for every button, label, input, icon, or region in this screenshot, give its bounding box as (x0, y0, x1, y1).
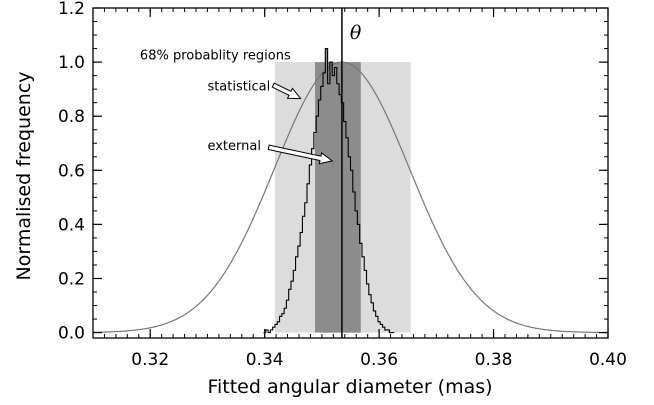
x-tick-label: 0.36 (360, 350, 398, 370)
annotation-label: 68% probablity regions (140, 48, 291, 63)
y-tick-label: 0.0 (58, 324, 85, 344)
annotation-arrow (267, 144, 334, 165)
histogram-fill (325, 48, 328, 63)
x-tick-label: 0.38 (475, 350, 513, 370)
y-tick-label: 1.2 (58, 0, 85, 19)
histogram-bin (325, 48, 328, 63)
y-axis-label: Normalised frequency (13, 71, 35, 280)
y-axis-ticks: 0.0 0.2 0.4 0.6 0.8 1.0 1.2 (58, 0, 608, 344)
histogram-outline (263, 48, 394, 334)
band-statistical (315, 62, 361, 333)
plot-frame (92, 7, 609, 339)
x-tick-label: 0.34 (246, 350, 284, 370)
probability-bands (274, 48, 411, 333)
annotation-arrows (267, 82, 334, 165)
x-tick-label: 0.40 (589, 350, 627, 370)
x-axis-label: Fitted angular diameter (mas) (207, 376, 492, 398)
y-tick-label: 1.0 (58, 53, 85, 73)
y-tick-label: 0.8 (58, 107, 85, 127)
y-tick-label: 0.4 (58, 215, 85, 235)
x-tick-label: 0.32 (131, 350, 169, 370)
annotation-label: statistical (207, 80, 270, 95)
annotations: 68% probablity regions statistical externa… (140, 48, 291, 154)
y-tick-label: 0.6 (58, 161, 85, 181)
gaussian-curve (92, 61, 609, 334)
y-tick-label: 0.2 (58, 269, 85, 289)
x-axis-ticks: 0.32 0.34 0.36 0.38 0.40 (92, 8, 627, 370)
annotation-arrow (271, 82, 302, 100)
theta-label: θ (350, 22, 362, 44)
annotation-label: external (207, 139, 261, 154)
